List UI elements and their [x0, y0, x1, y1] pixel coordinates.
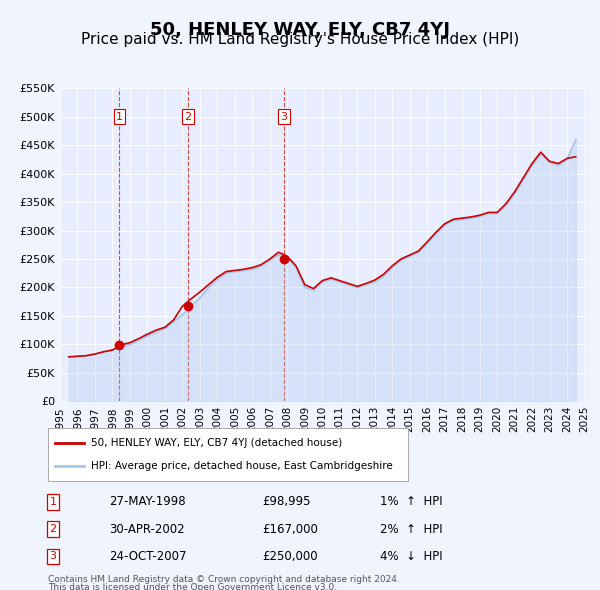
Text: 2%  ↑  HPI: 2% ↑ HPI — [380, 523, 442, 536]
Text: 24-OCT-2007: 24-OCT-2007 — [109, 550, 187, 563]
Text: Contains HM Land Registry data © Crown copyright and database right 2024.: Contains HM Land Registry data © Crown c… — [48, 575, 400, 584]
Text: 3: 3 — [280, 112, 287, 122]
Text: £98,995: £98,995 — [262, 496, 311, 509]
Text: Price paid vs. HM Land Registry's House Price Index (HPI): Price paid vs. HM Land Registry's House … — [81, 32, 519, 47]
Text: 1%  ↑  HPI: 1% ↑ HPI — [380, 496, 442, 509]
Text: 50, HENLEY WAY, ELY, CB7 4YJ (detached house): 50, HENLEY WAY, ELY, CB7 4YJ (detached h… — [91, 438, 343, 448]
Text: 30-APR-2002: 30-APR-2002 — [109, 523, 185, 536]
Text: HPI: Average price, detached house, East Cambridgeshire: HPI: Average price, detached house, East… — [91, 461, 393, 471]
Text: 1: 1 — [50, 497, 56, 507]
Text: 4%  ↓  HPI: 4% ↓ HPI — [380, 550, 442, 563]
Text: 3: 3 — [50, 552, 56, 562]
Text: £167,000: £167,000 — [262, 523, 318, 536]
Text: £250,000: £250,000 — [262, 550, 318, 563]
Text: 27-MAY-1998: 27-MAY-1998 — [109, 496, 186, 509]
Text: 2: 2 — [50, 525, 56, 534]
Text: This data is licensed under the Open Government Licence v3.0.: This data is licensed under the Open Gov… — [48, 583, 337, 590]
Text: 1: 1 — [116, 112, 123, 122]
Text: 50, HENLEY WAY, ELY, CB7 4YJ: 50, HENLEY WAY, ELY, CB7 4YJ — [150, 21, 450, 39]
Text: 2: 2 — [185, 112, 192, 122]
